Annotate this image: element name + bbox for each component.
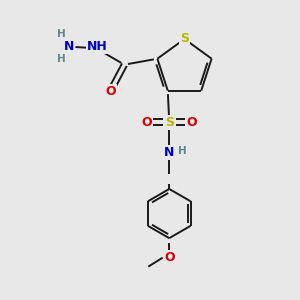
Text: H: H — [57, 29, 66, 39]
Text: O: O — [141, 116, 152, 129]
Text: O: O — [164, 251, 175, 264]
Text: H: H — [57, 54, 66, 64]
Text: N: N — [64, 40, 74, 53]
Text: O: O — [106, 85, 116, 98]
Text: N: N — [164, 146, 174, 159]
Text: S: S — [165, 116, 174, 129]
Text: H: H — [178, 146, 187, 156]
Text: O: O — [186, 116, 197, 129]
Text: S: S — [180, 32, 189, 46]
Text: NH: NH — [87, 40, 108, 53]
